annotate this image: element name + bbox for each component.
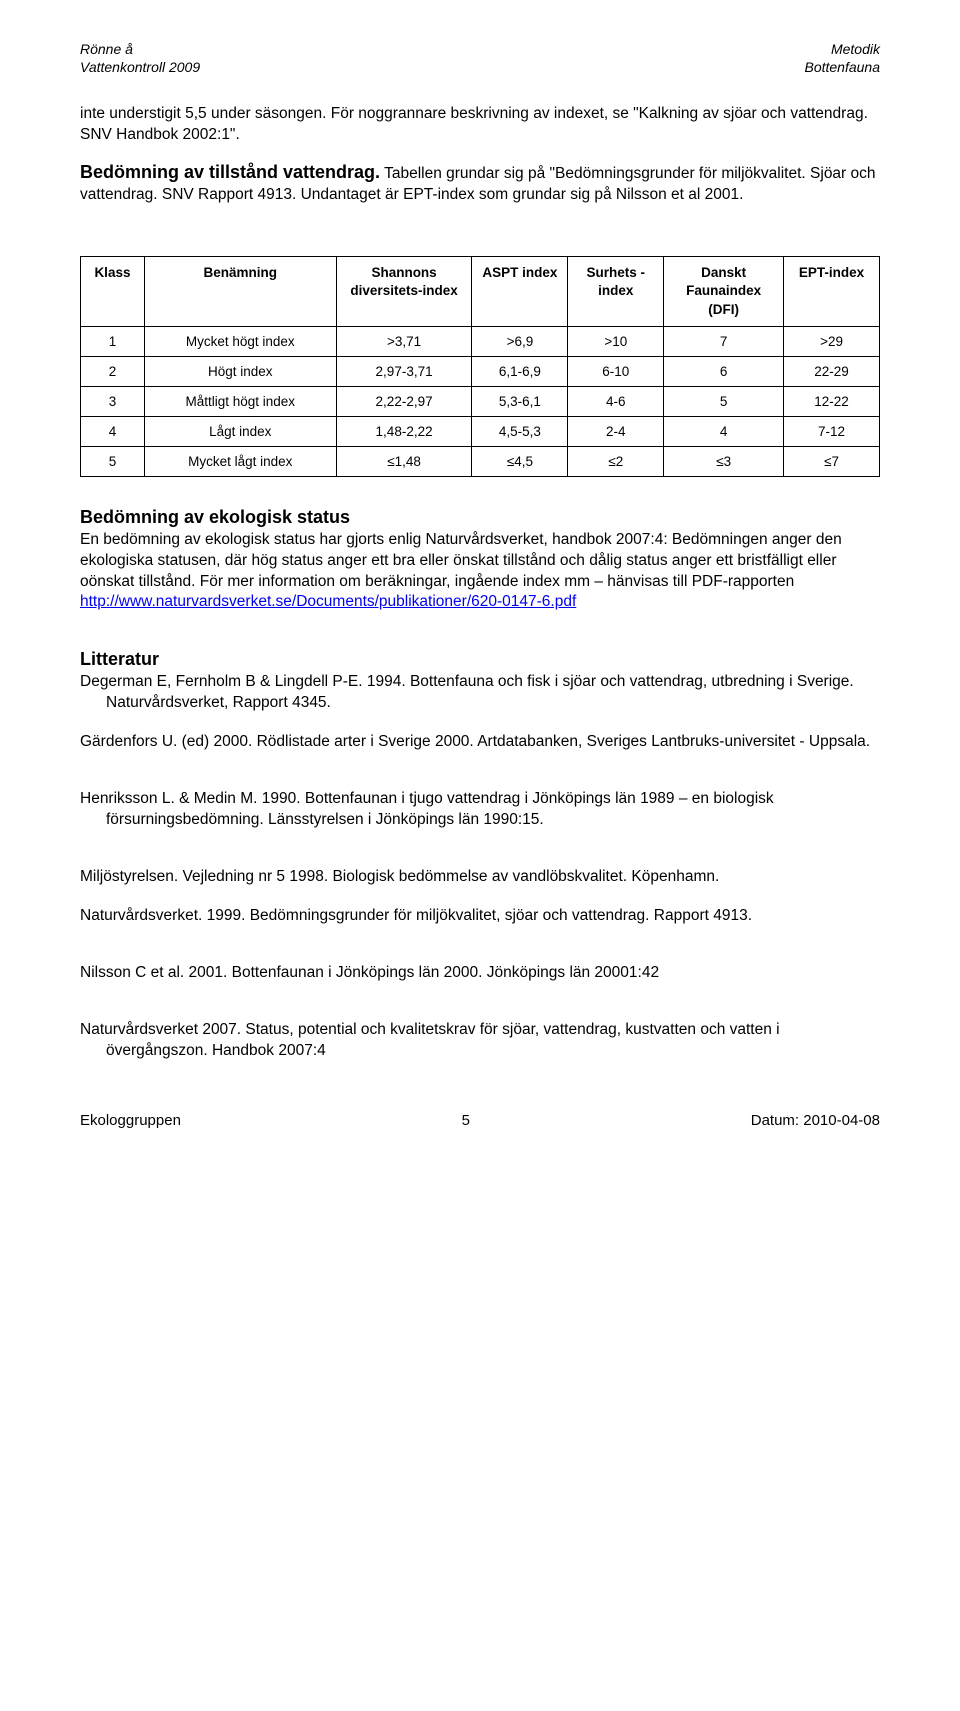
section-heading-status: Bedömning av ekologisk status xyxy=(80,507,880,528)
cell-sur: 2-4 xyxy=(568,416,664,446)
table-row: 2 Högt index 2,97-3,71 6,1-6,9 6-10 6 22… xyxy=(81,356,880,386)
cell-shan: 1,48-2,22 xyxy=(336,416,472,446)
cell-sur: 6-10 xyxy=(568,356,664,386)
table-row: 5 Mycket lågt index ≤1,48 ≤4,5 ≤2 ≤3 ≤7 xyxy=(81,446,880,476)
cell-sur: ≤2 xyxy=(568,446,664,476)
section-heading-litteratur: Litteratur xyxy=(80,649,880,670)
reference-item: Degerman E, Fernholm B & Lingdell P-E. 1… xyxy=(80,672,880,714)
table-row: 4 Lågt index 1,48-2,22 4,5-5,3 2-4 4 7-1… xyxy=(81,416,880,446)
page-header: Rönne å Vattenkontroll 2009 Metodik Bott… xyxy=(80,40,880,76)
cell-aspt: 4,5-5,3 xyxy=(472,416,568,446)
cell-aspt: ≤4,5 xyxy=(472,446,568,476)
cell-klass: 3 xyxy=(81,386,145,416)
doc-title-right-2: Bottenfauna xyxy=(804,58,880,76)
cell-klass: 5 xyxy=(81,446,145,476)
cell-klass: 1 xyxy=(81,326,145,356)
cell-ept: 22-29 xyxy=(784,356,880,386)
cell-klass: 4 xyxy=(81,416,145,446)
cell-dfi: ≤3 xyxy=(664,446,784,476)
cell-ben: Högt index xyxy=(144,356,336,386)
reference-item: Henriksson L. & Medin M. 1990. Bottenfau… xyxy=(80,789,880,831)
th-klass: Klass xyxy=(81,257,145,327)
cell-shan: 2,22-2,97 xyxy=(336,386,472,416)
cell-ben: Mycket lågt index xyxy=(144,446,336,476)
pdf-link[interactable]: http://www.naturvardsverket.se/Documents… xyxy=(80,593,576,610)
cell-ept: ≤7 xyxy=(784,446,880,476)
th-aspt: ASPT index xyxy=(472,257,568,327)
cell-klass: 2 xyxy=(81,356,145,386)
cell-dfi: 7 xyxy=(664,326,784,356)
intro-paragraph-2: Bedömning av tillstånd vattendrag. Tabel… xyxy=(80,160,880,206)
cell-shan: >3,71 xyxy=(336,326,472,356)
table-row: 3 Måttligt högt index 2,22-2,97 5,3-6,1 … xyxy=(81,386,880,416)
reference-item: Gärdenfors U. (ed) 2000. Rödlistade arte… xyxy=(80,732,880,753)
cell-shan: 2,97-3,71 xyxy=(336,356,472,386)
cell-aspt: >6,9 xyxy=(472,326,568,356)
th-shannons: Shannons diversitets-index xyxy=(336,257,472,327)
footer-page-number: 5 xyxy=(462,1112,470,1129)
cell-ept: >29 xyxy=(784,326,880,356)
cell-shan: ≤1,48 xyxy=(336,446,472,476)
footer-left: Ekologgruppen xyxy=(80,1112,181,1129)
cell-ben: Lågt index xyxy=(144,416,336,446)
cell-dfi: 6 xyxy=(664,356,784,386)
footer-date: Datum: 2010-04-08 xyxy=(751,1112,880,1129)
intro-paragraph-1: inte understigit 5,5 under säsongen. För… xyxy=(80,104,880,146)
header-right: Metodik Bottenfauna xyxy=(804,40,880,76)
header-left: Rönne å Vattenkontroll 2009 xyxy=(80,40,200,76)
cell-sur: >10 xyxy=(568,326,664,356)
status-text: En bedömning av ekologisk status har gjo… xyxy=(80,531,842,590)
doc-title-left-1: Rönne å xyxy=(80,40,200,58)
status-paragraph: En bedömning av ekologisk status har gjo… xyxy=(80,530,880,614)
th-benamning: Benämning xyxy=(144,257,336,327)
subsection-heading: Bedömning av tillstånd vattendrag. xyxy=(80,162,380,182)
th-ept: EPT-index xyxy=(784,257,880,327)
cell-dfi: 4 xyxy=(664,416,784,446)
reference-item: Nilsson C et al. 2001. Bottenfaunan i Jö… xyxy=(80,963,880,984)
table-row: 1 Mycket högt index >3,71 >6,9 >10 7 >29 xyxy=(81,326,880,356)
cell-dfi: 5 xyxy=(664,386,784,416)
reference-item: Miljöstyrelsen. Vejledning nr 5 1998. Bi… xyxy=(80,867,880,888)
cell-aspt: 5,3-6,1 xyxy=(472,386,568,416)
table-body: 1 Mycket högt index >3,71 >6,9 >10 7 >29… xyxy=(81,326,880,476)
cell-sur: 4-6 xyxy=(568,386,664,416)
page-footer: Ekologgruppen 5 Datum: 2010-04-08 xyxy=(80,1112,880,1129)
reference-item: Naturvårdsverket. 1999. Bedömningsgrunde… xyxy=(80,906,880,927)
cell-ben: Måttligt högt index xyxy=(144,386,336,416)
index-classification-table: Klass Benämning Shannons diversitets-ind… xyxy=(80,256,880,477)
th-surhets: Surhets -index xyxy=(568,257,664,327)
cell-aspt: 6,1-6,9 xyxy=(472,356,568,386)
doc-title-left-2: Vattenkontroll 2009 xyxy=(80,58,200,76)
doc-title-right-1: Metodik xyxy=(804,40,880,58)
cell-ept: 12-22 xyxy=(784,386,880,416)
cell-ept: 7-12 xyxy=(784,416,880,446)
th-danskt: Danskt Faunaindex (DFI) xyxy=(664,257,784,327)
reference-item: Naturvårdsverket 2007. Status, potential… xyxy=(80,1020,880,1062)
cell-ben: Mycket högt index xyxy=(144,326,336,356)
